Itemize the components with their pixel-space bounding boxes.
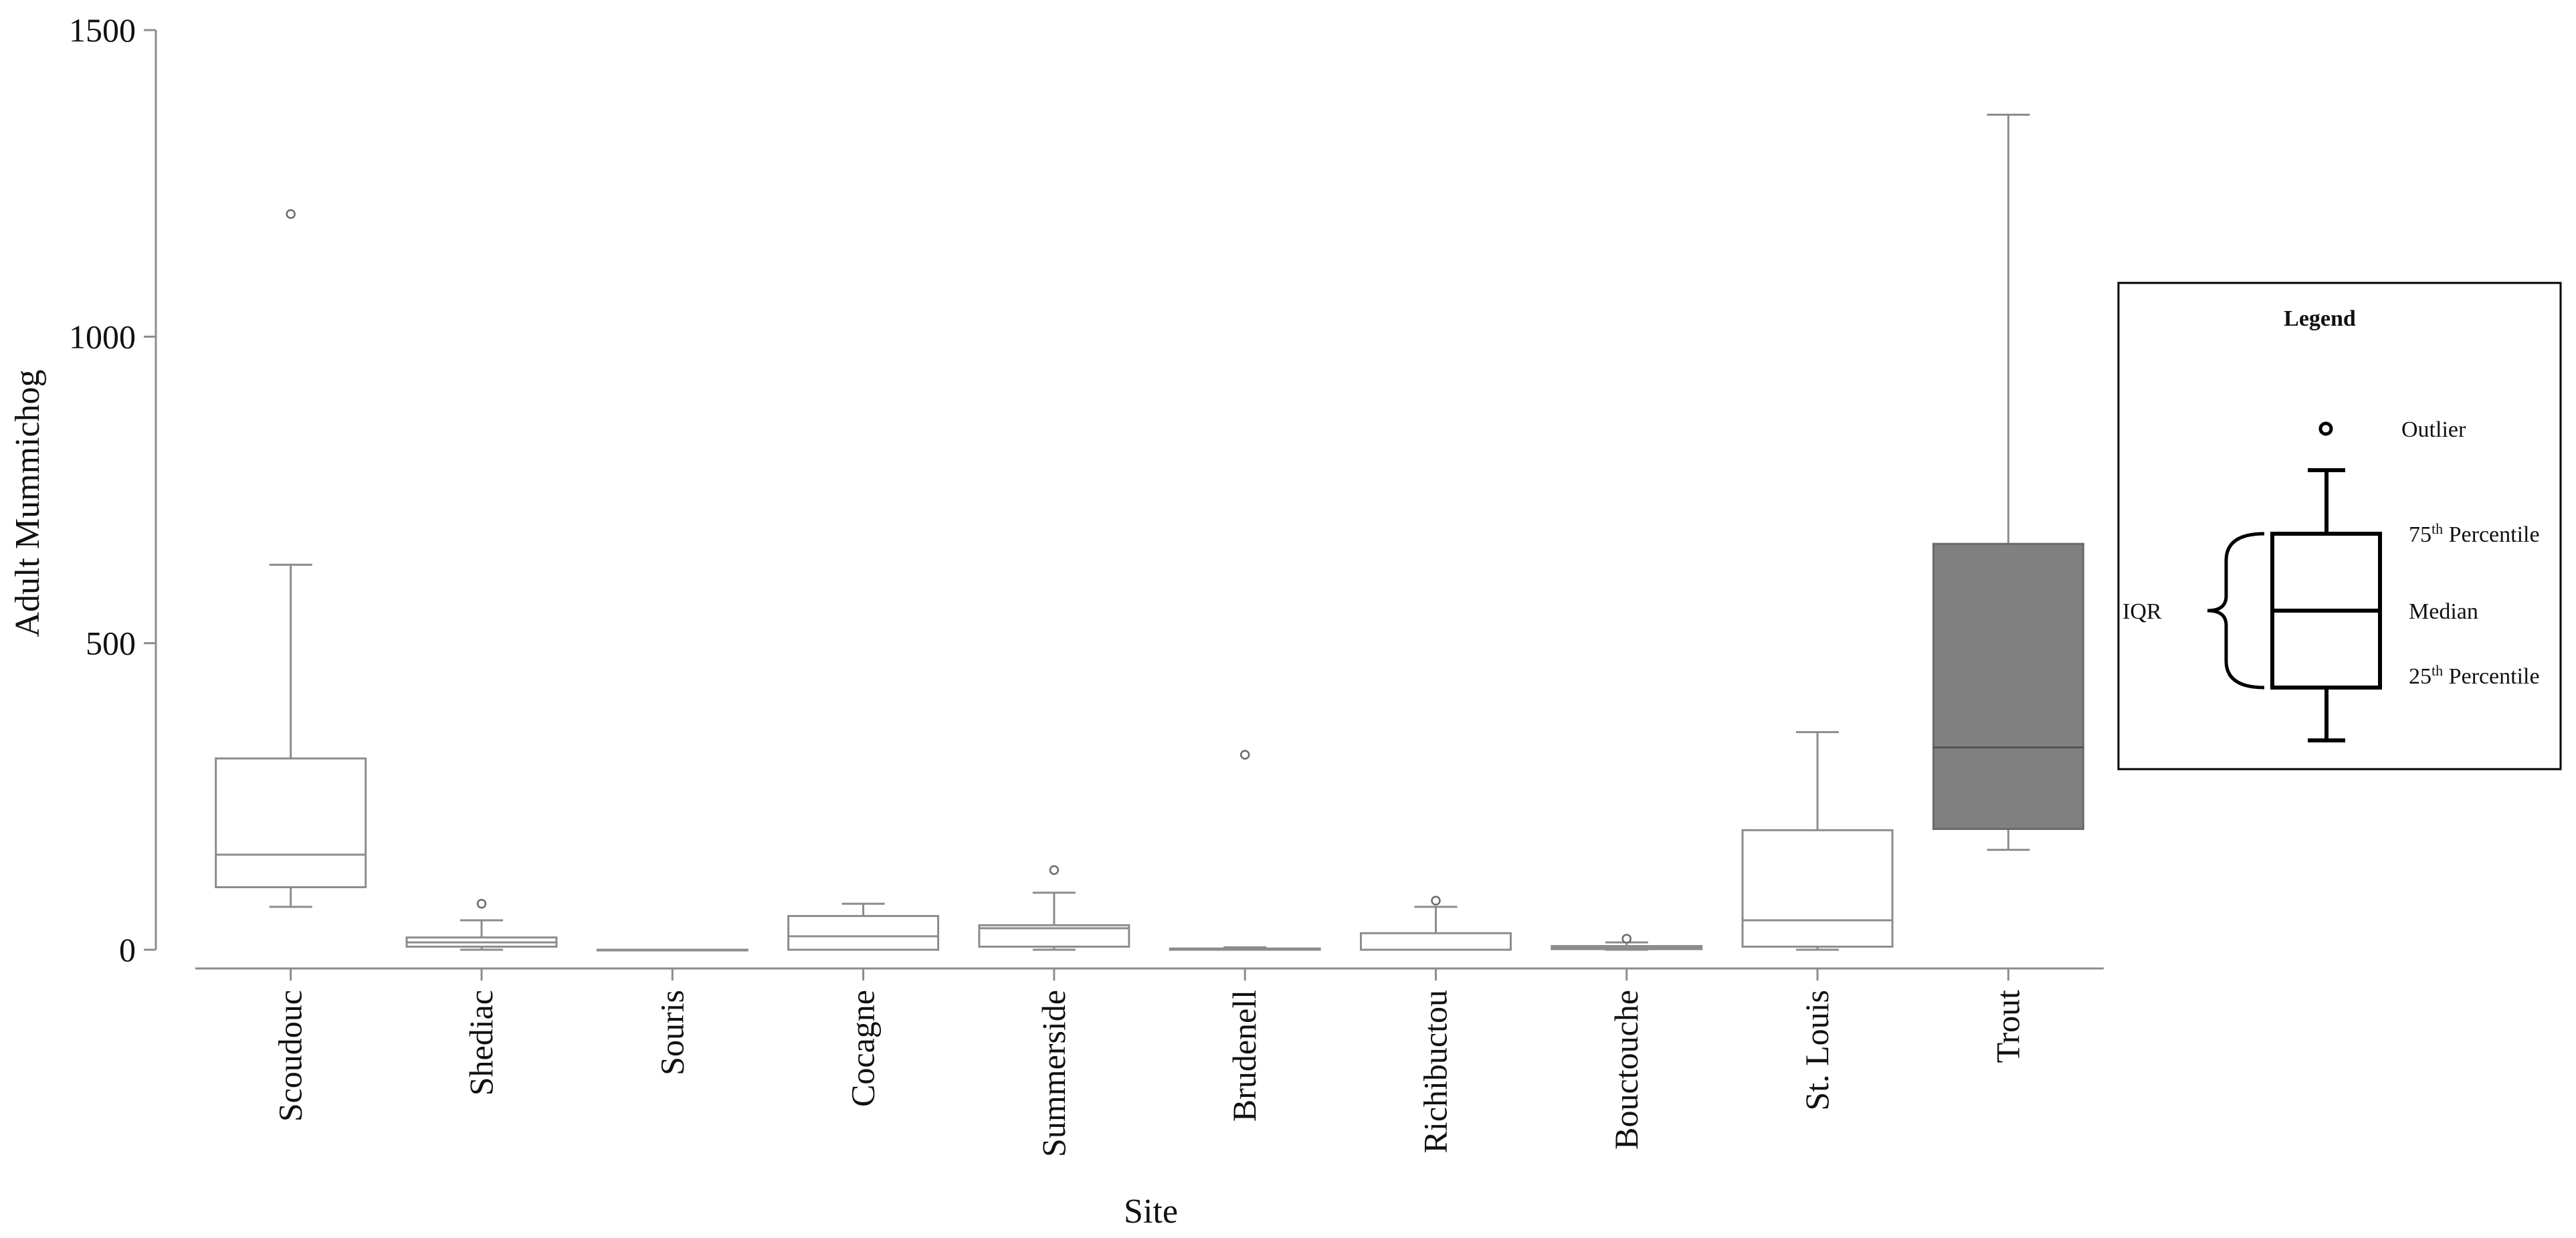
legend-median-label: Median bbox=[2409, 599, 2478, 624]
x-tick-label: St. Louis bbox=[1798, 990, 1836, 1111]
legend-75th-percentile-label: 75th Percentile bbox=[2409, 520, 2540, 547]
outlier-point bbox=[1431, 896, 1441, 906]
legend-iqr-brace bbox=[2207, 532, 2265, 690]
legend-iqr-label: IQR bbox=[2122, 599, 2162, 624]
x-tick-label: Shediac bbox=[462, 990, 500, 1096]
outlier-point bbox=[1621, 934, 1631, 944]
x-tick-label: Summerside bbox=[1035, 990, 1072, 1157]
iqr-box bbox=[1359, 932, 1512, 951]
iqr-box bbox=[1741, 829, 1894, 948]
x-axis-title: Site bbox=[1124, 1193, 1178, 1231]
boxes-layer bbox=[215, 114, 2084, 952]
iqr-box bbox=[787, 915, 940, 951]
outlier-point bbox=[1240, 750, 1250, 760]
y-tick-label: 0 bbox=[119, 931, 136, 968]
box-group bbox=[1741, 731, 1894, 951]
legend-75-rest: Percentile bbox=[2443, 522, 2539, 547]
legend-title: Legend bbox=[2284, 306, 2356, 331]
iqr-box bbox=[1932, 542, 2084, 830]
legend-75-num: 75 bbox=[2409, 522, 2432, 547]
outlier-point bbox=[1049, 865, 1060, 875]
legend-outlier-marker bbox=[2318, 421, 2333, 436]
x-axis: Scoudouc Shediac Souris Cocagne Summerside Br… bbox=[195, 967, 2104, 1157]
outlier-point bbox=[286, 209, 296, 219]
legend: Legend Outlier IQR 75th Percentile Media… bbox=[2117, 282, 2562, 770]
legend-25-num: 25 bbox=[2409, 664, 2432, 689]
box-group bbox=[405, 899, 558, 951]
box-group bbox=[1169, 750, 1321, 951]
outlier-point bbox=[476, 899, 487, 909]
x-tick-label: Richibuctou bbox=[1416, 990, 1454, 1153]
box-group bbox=[1359, 896, 1512, 951]
legend-25th-percentile-label: 25th Percentile bbox=[2409, 662, 2540, 689]
y-axis-title: Adult Mummichog bbox=[9, 369, 47, 637]
box-group bbox=[787, 902, 940, 951]
box-group bbox=[1932, 114, 2084, 851]
box-group bbox=[978, 865, 1130, 951]
box-group bbox=[1551, 934, 1703, 951]
legend-75-sup: th bbox=[2432, 520, 2443, 537]
x-tick-label: Cocagne bbox=[844, 990, 882, 1107]
y-tick-label: 1500 bbox=[69, 11, 136, 49]
x-tick-label: Trout bbox=[1989, 990, 2026, 1063]
iqr-box bbox=[215, 757, 367, 888]
legend-outlier-label: Outlier bbox=[2401, 417, 2466, 442]
legend-25-rest: Percentile bbox=[2443, 664, 2539, 689]
y-axis: 0 500 1000 1500 bbox=[69, 11, 157, 968]
x-tick-label: Scoudouc bbox=[272, 990, 309, 1122]
y-tick-label: 1000 bbox=[69, 318, 136, 355]
legend-25-sup: th bbox=[2432, 662, 2443, 679]
x-tick-label: Bouctouche bbox=[1607, 990, 1645, 1150]
x-tick-label: Brudenell bbox=[1225, 990, 1263, 1122]
box-group bbox=[215, 209, 367, 908]
y-tick-label: 500 bbox=[86, 625, 136, 662]
x-tick-label: Souris bbox=[653, 990, 690, 1075]
